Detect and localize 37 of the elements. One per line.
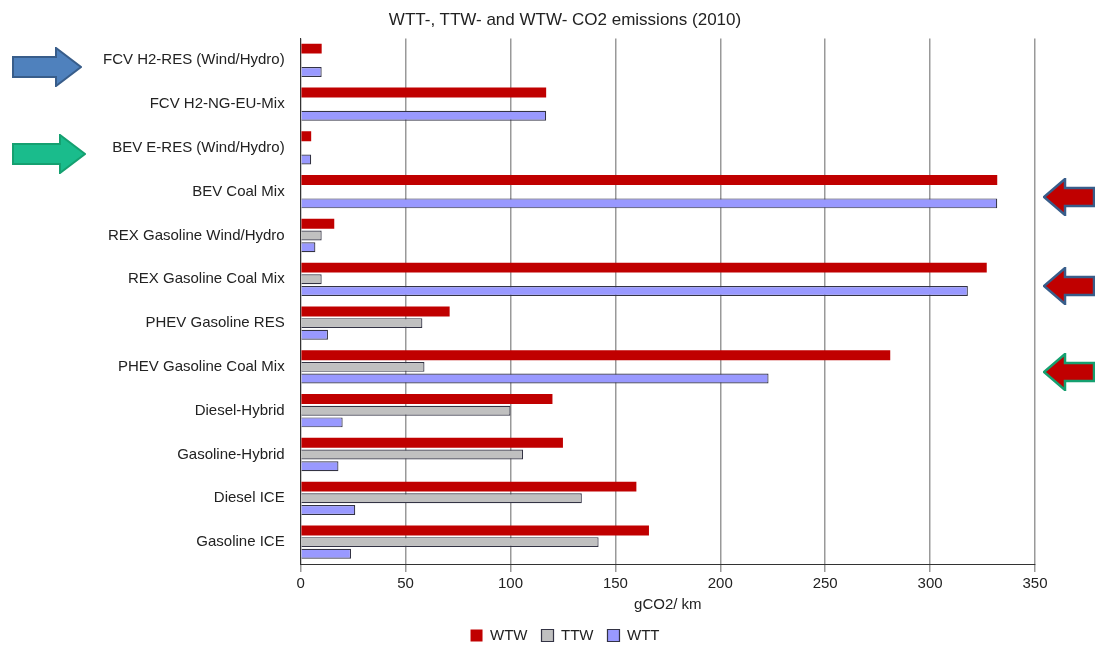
y-tick-label: BEV E-RES (Wind/Hydro)	[112, 138, 285, 156]
bar	[301, 218, 335, 229]
x-tick-label: 50	[397, 574, 414, 592]
x-tick-label: 100	[497, 574, 524, 592]
y-tick-label: Gasoline-Hybrid	[177, 444, 285, 462]
y-tick-label: BEV Coal Mix	[192, 181, 286, 199]
legend-label: WTT	[626, 625, 660, 643]
y-tick-label: Diesel-Hybrid	[194, 400, 285, 418]
bar	[301, 525, 649, 536]
bar	[301, 175, 998, 185]
x-tick-label: 300	[917, 574, 943, 592]
bar	[301, 306, 450, 317]
x-tick-label: 0	[296, 574, 305, 592]
x-tick-label: 150	[602, 574, 628, 592]
legend-label: WTW	[490, 625, 529, 643]
x-tick-label: 250	[812, 574, 838, 592]
legend-label: TTW	[561, 625, 595, 643]
bar	[301, 43, 322, 54]
y-tick-label: PHEV Gasoline RES	[145, 313, 285, 331]
y-tick-label: FCV H2-NG-EU-Mix	[149, 94, 286, 112]
bar	[301, 262, 987, 273]
y-tick-label: Gasoline ICE	[196, 532, 285, 550]
y-tick-label: FCV H2-RES (Wind/Hydro)	[102, 50, 285, 68]
chart-title: WTT-, TTW- and WTW- CO2 emissions (2010)	[388, 9, 742, 29]
x-axis-title: gCO2/ km	[634, 595, 702, 613]
bar	[301, 437, 563, 448]
bar	[301, 350, 891, 361]
bar	[301, 481, 637, 492]
bar	[301, 394, 553, 404]
y-tick-label: REX Gasoline Wind/Hydro	[107, 225, 285, 243]
bar	[301, 131, 312, 142]
bar	[301, 87, 547, 98]
y-tick-label: PHEV Gasoline Coal Mix	[117, 357, 286, 375]
y-tick-label: REX Gasoline Coal Mix	[127, 269, 286, 287]
y-tick-label: Diesel ICE	[213, 488, 285, 506]
x-tick-label: 350	[1022, 574, 1048, 592]
x-tick-label: 200	[707, 574, 733, 592]
